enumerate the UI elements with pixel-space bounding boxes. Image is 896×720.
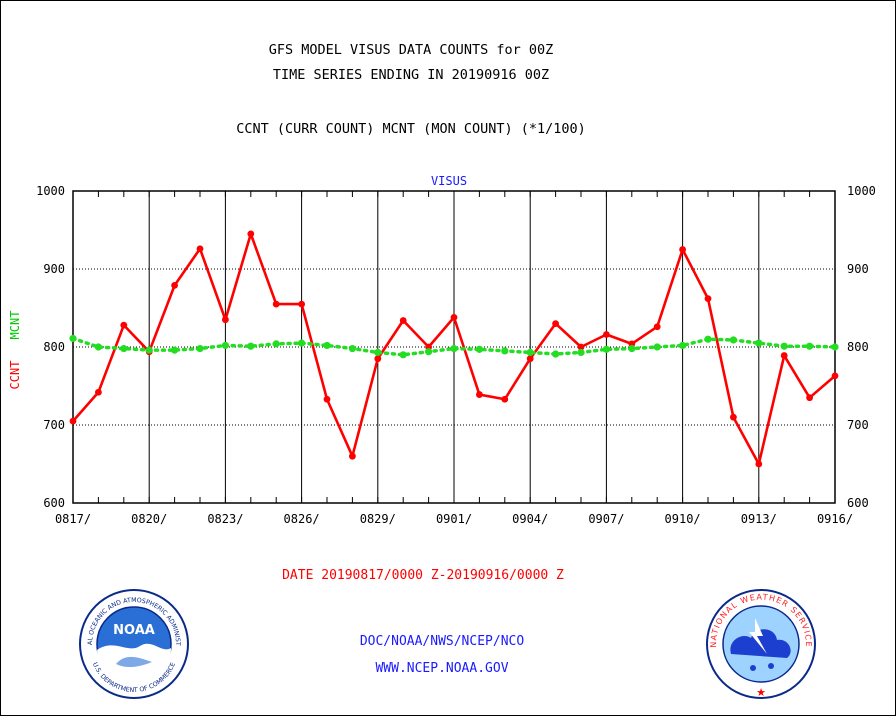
y-tick-label-right: 900 [847, 262, 869, 276]
mcnt-point [323, 341, 331, 350]
x-tick-label: 0916/ [817, 512, 853, 526]
mcnt-point [298, 339, 306, 347]
ccnt-point [501, 395, 509, 403]
ccnt-point [399, 317, 407, 324]
y-tick-label-left: 700 [43, 418, 65, 432]
ccnt-point [552, 320, 559, 327]
x-tick-label: 0823/ [207, 512, 243, 526]
y-tick-label-left: 600 [43, 496, 65, 510]
ccnt-point [603, 331, 610, 338]
ccnt-point [323, 395, 331, 403]
x-tick-label: 0901/ [436, 512, 472, 526]
ccnt-point [755, 460, 763, 468]
ccnt-series [69, 230, 839, 468]
mcnt-point [552, 350, 560, 358]
nws-logo: ★ NATIONAL WEATHER SERVICE [706, 589, 816, 699]
noaa-logo: NOAA NATIONAL OCEANIC AND ATMOSPHERIC AD… [79, 589, 189, 699]
nws-logo-star-icon: ★ [756, 686, 766, 699]
ccnt-point [577, 343, 585, 351]
ccnt-point [298, 300, 305, 308]
ccnt-point [450, 313, 458, 321]
ccnt-point [171, 281, 179, 289]
mcnt-point [577, 348, 585, 357]
ccnt-point [730, 413, 737, 421]
mcnt-point [247, 342, 255, 350]
website-label: WWW.NCEP.NOAA.GOV [375, 661, 508, 676]
x-tick-label: 0913/ [741, 512, 777, 526]
ccnt-point [272, 300, 280, 308]
mcnt-point [69, 334, 77, 343]
x-tick-label: 0817/ [55, 512, 91, 526]
mcnt-point [755, 339, 763, 347]
x-tick-label: 0907/ [588, 512, 624, 526]
mcnt-point [679, 341, 687, 350]
ccnt-point [476, 391, 483, 398]
y-tick-label-right: 700 [847, 418, 869, 432]
ccnt-point [69, 417, 77, 425]
mcnt-point [399, 351, 407, 359]
mcnt-point [501, 347, 509, 355]
mcnt-point [628, 344, 636, 353]
mcnt-point [221, 341, 229, 350]
ccnt-point [120, 321, 128, 329]
mcnt-point [94, 343, 102, 351]
mcnt-point [196, 344, 204, 353]
mcnt-point [120, 344, 128, 353]
ccnt-point [653, 323, 661, 331]
ccnt-point [526, 355, 534, 363]
date-range-label: DATE 20190817/0000 Z-20190916/0000 Z [282, 568, 564, 583]
x-tick-label: 0826/ [284, 512, 320, 526]
y-axis-label-mcnt: MCNT [8, 311, 22, 340]
noaa-logo-center-text: NOAA [113, 623, 155, 638]
y-tick-label-right: 800 [847, 340, 869, 354]
y-tick-label-right: 600 [847, 496, 869, 510]
x-tick-label: 0820/ [131, 512, 167, 526]
ccnt-point [196, 245, 204, 253]
plot-title: VISUS [431, 174, 467, 188]
mcnt-point [704, 335, 712, 343]
mcnt-point [729, 336, 738, 344]
agency-label: DOC/NOAA/NWS/NCEP/NCO [360, 634, 525, 649]
y-tick-label-left: 800 [43, 340, 65, 354]
mcnt-point [425, 348, 433, 356]
ccnt-point [704, 295, 712, 303]
ccnt-point [806, 394, 813, 402]
mcnt-point [450, 344, 458, 353]
x-tick-label: 0910/ [665, 512, 701, 526]
mcnt-series [69, 334, 839, 359]
ccnt-point [95, 388, 102, 396]
mcnt-point [831, 343, 839, 351]
ccnt-point [679, 246, 686, 253]
mcnt-point [806, 342, 814, 350]
mcnt-point [653, 343, 661, 351]
ccnt-point [374, 355, 382, 363]
x-tick-label: 0904/ [512, 512, 548, 526]
y-tick-label-right: 1000 [847, 184, 876, 198]
mcnt-point [272, 340, 280, 348]
ccnt-point [222, 316, 229, 324]
ccnt-point [349, 452, 356, 460]
ccnt-point [247, 230, 255, 238]
chart-title-line2: TIME SERIES ENDING IN 20190916 00Z [273, 67, 549, 83]
mcnt-point [145, 346, 153, 354]
mcnt-point [526, 348, 534, 357]
y-tick-label-left: 900 [43, 262, 65, 276]
chart-subtitle: CCNT (CURR COUNT) MCNT (MON COUNT) (*1/1… [236, 121, 586, 137]
x-tick-label: 0829/ [360, 512, 396, 526]
axis-layer: 600 600 700 700 800 800 900 900 1000 1000 0817/082… [36, 184, 876, 526]
mcnt-point [602, 345, 611, 353]
mcnt-point [475, 345, 483, 353]
ccnt-point [780, 352, 788, 359]
mcnt-point [374, 348, 382, 357]
mcnt-point [780, 342, 788, 350]
y-axis-label-ccnt: CCNT [8, 361, 22, 390]
mcnt-point [171, 346, 179, 354]
y-tick-label-left: 1000 [36, 184, 65, 198]
chart-title-line1: GFS MODEL VISUS DATA COUNTS for 00Z [269, 42, 553, 58]
ccnt-point [831, 372, 839, 380]
mcnt-point [348, 344, 356, 353]
